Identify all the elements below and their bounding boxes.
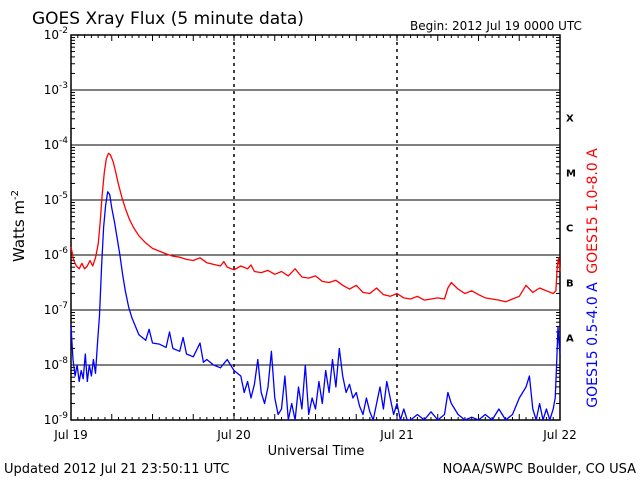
x-axis-label: Universal Time bbox=[268, 444, 365, 459]
y-tick-exponent: -2 bbox=[59, 26, 68, 36]
grid-lines bbox=[71, 35, 560, 420]
y-tick-base: 10 bbox=[44, 83, 59, 97]
plot-area bbox=[70, 34, 561, 421]
y-tick-exponent: -6 bbox=[59, 246, 68, 256]
x-tick-label: Jul 20 bbox=[216, 428, 251, 442]
flare-class-labels: A B C M X bbox=[566, 114, 576, 345]
y-tick-base: 10 bbox=[44, 303, 59, 317]
y-tick-exponent: -4 bbox=[59, 136, 68, 146]
flare-class-b: B bbox=[566, 279, 574, 290]
series-line-long-wave bbox=[70, 152, 561, 303]
y-tick-label: 10-4 bbox=[44, 136, 69, 152]
y-axis-label-group: Watts m-2 bbox=[10, 190, 28, 262]
y-tick-base: 10 bbox=[44, 193, 59, 207]
y-axis-ticks: 10-910-810-710-610-510-410-310-2 bbox=[44, 26, 560, 427]
legend-blue-group: GOES15 0.5-4.0 A bbox=[585, 282, 601, 408]
plot-border bbox=[70, 34, 561, 421]
y-tick-label: 10-5 bbox=[44, 191, 68, 207]
y-tick-exponent: -9 bbox=[59, 411, 68, 421]
y-axis-label-text: Watts m bbox=[10, 200, 28, 262]
begin-label: Begin: 2012 Jul 19 0000 UTC bbox=[410, 19, 582, 33]
flare-class-c: C bbox=[566, 224, 573, 235]
data-series bbox=[70, 152, 561, 421]
y-axis-label: Watts m-2 bbox=[10, 190, 28, 262]
legend-short-wave: GOES15 0.5-4.0 A bbox=[585, 282, 601, 408]
y-tick-base: 10 bbox=[44, 413, 59, 427]
y-tick-label: 10-7 bbox=[44, 301, 68, 317]
flare-class-x: X bbox=[566, 114, 574, 125]
data-source: NOAA/SWPC Boulder, CO USA bbox=[443, 462, 636, 477]
y-tick-label: 10-9 bbox=[44, 411, 69, 427]
flare-class-a: A bbox=[566, 334, 574, 345]
y-tick-base: 10 bbox=[44, 138, 59, 152]
y-tick-label: 10-3 bbox=[44, 81, 68, 97]
y-tick-base: 10 bbox=[44, 248, 59, 262]
legend-long-wave: GOES15 1.0-8.0 A bbox=[585, 148, 601, 274]
y-tick-exponent: -5 bbox=[59, 191, 68, 201]
y-tick-label: 10-6 bbox=[44, 246, 69, 262]
y-tick-base: 10 bbox=[44, 28, 59, 42]
y-tick-exponent: -3 bbox=[59, 81, 68, 91]
y-tick-exponent: -7 bbox=[59, 301, 68, 311]
x-tick-label: Jul 21 bbox=[379, 428, 414, 442]
y-tick-label: 10-8 bbox=[44, 356, 69, 372]
x-tick-label: Jul 22 bbox=[542, 428, 577, 442]
updated-timestamp: Updated 2012 Jul 21 23:50:11 UTC bbox=[4, 462, 229, 477]
x-axis-ticks: Jul 19 Jul 20 Jul 21 Jul 22 bbox=[53, 35, 577, 442]
y-tick-label: 10-2 bbox=[44, 26, 68, 42]
y-tick-exponent: -8 bbox=[59, 356, 68, 366]
y-axis-label-exponent: -2 bbox=[10, 190, 21, 200]
legend-red-group: GOES15 1.0-8.0 A bbox=[585, 148, 601, 274]
x-tick-label: Jul 19 bbox=[53, 428, 88, 442]
series-line-short-wave bbox=[70, 191, 561, 421]
y-tick-base: 10 bbox=[44, 358, 59, 372]
chart-title: GOES Xray Flux (5 minute data) bbox=[32, 9, 304, 29]
flare-class-m: M bbox=[566, 169, 576, 180]
